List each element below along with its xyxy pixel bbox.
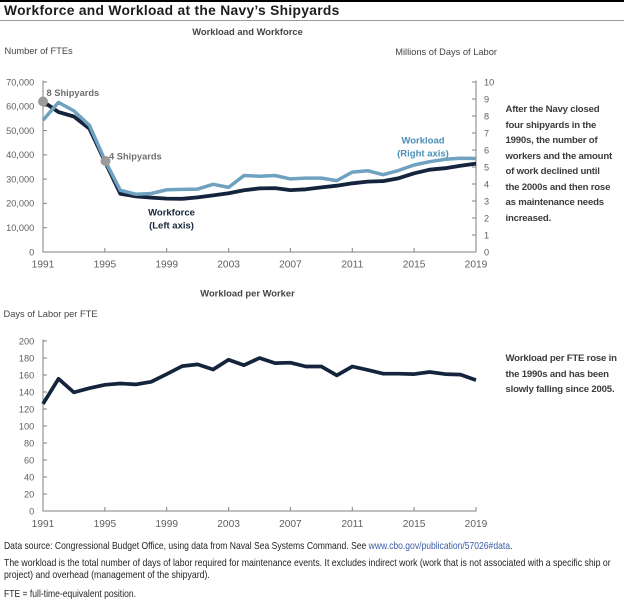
svg-text:100: 100 <box>19 421 34 431</box>
svg-text:1999: 1999 <box>155 519 178 530</box>
svg-text:40,000: 40,000 <box>6 150 34 160</box>
svg-text:1995: 1995 <box>94 519 117 530</box>
svg-text:2019: 2019 <box>465 260 488 271</box>
svg-text:1991: 1991 <box>32 519 55 530</box>
svg-text:Days of Labor per FTE: Days of Labor per FTE <box>4 309 98 319</box>
svg-text:2007: 2007 <box>279 260 302 271</box>
svg-text:40: 40 <box>24 472 34 482</box>
svg-text:Workload per Worker: Workload per Worker <box>200 287 295 298</box>
svg-text:2011: 2011 <box>341 260 363 271</box>
svg-text:4: 4 <box>484 179 489 189</box>
svg-text:10,000: 10,000 <box>6 223 34 233</box>
svg-text:60: 60 <box>24 455 34 465</box>
svg-text:Workload: Workload <box>401 136 444 147</box>
svg-text:70,000: 70,000 <box>6 77 34 87</box>
svg-text:20,000: 20,000 <box>6 199 34 209</box>
svg-text:2011: 2011 <box>341 519 363 530</box>
svg-text:10: 10 <box>484 77 494 87</box>
svg-text:7: 7 <box>484 128 489 138</box>
svg-text:5: 5 <box>484 162 489 172</box>
svg-text:60,000: 60,000 <box>6 102 34 112</box>
svg-text:0: 0 <box>29 506 34 516</box>
svg-text:0: 0 <box>29 247 34 257</box>
svg-text:2015: 2015 <box>403 260 426 271</box>
svg-text:Workload and Workforce: Workload and Workforce <box>192 26 303 37</box>
svg-text:8: 8 <box>484 111 489 121</box>
svg-text:2015: 2015 <box>403 519 426 530</box>
svg-text:4 Shipyards: 4 Shipyards <box>109 152 162 162</box>
svg-text:2019: 2019 <box>465 519 488 530</box>
svg-text:(Left axis): (Left axis) <box>149 221 194 232</box>
svg-text:(Right axis): (Right axis) <box>397 149 449 160</box>
svg-text:140: 140 <box>19 387 34 397</box>
svg-text:1991: 1991 <box>32 260 55 271</box>
svg-text:9: 9 <box>484 94 489 104</box>
svg-text:180: 180 <box>19 353 34 363</box>
svg-text:1: 1 <box>484 230 489 240</box>
svg-text:160: 160 <box>19 370 34 380</box>
svg-text:1995: 1995 <box>94 260 117 271</box>
svg-text:1999: 1999 <box>155 260 178 271</box>
svg-text:30,000: 30,000 <box>6 174 34 184</box>
svg-text:80: 80 <box>24 438 34 448</box>
svg-text:2: 2 <box>484 213 489 223</box>
svg-text:2007: 2007 <box>279 519 302 530</box>
svg-text:50,000: 50,000 <box>6 126 34 136</box>
svg-text:3: 3 <box>484 196 489 206</box>
svg-text:Number of FTEs: Number of FTEs <box>5 46 74 56</box>
svg-text:6: 6 <box>484 145 489 155</box>
svg-text:0: 0 <box>484 247 489 257</box>
svg-text:Workforce: Workforce <box>148 207 195 218</box>
svg-text:200: 200 <box>19 336 34 346</box>
svg-text:120: 120 <box>19 404 34 414</box>
svg-text:2003: 2003 <box>217 260 240 271</box>
svg-text:8 Shipyards: 8 Shipyards <box>47 88 100 98</box>
svg-text:20: 20 <box>24 489 34 499</box>
svg-text:2003: 2003 <box>217 519 240 530</box>
svg-text:Millions of Days of Labor: Millions of Days of Labor <box>395 47 497 57</box>
